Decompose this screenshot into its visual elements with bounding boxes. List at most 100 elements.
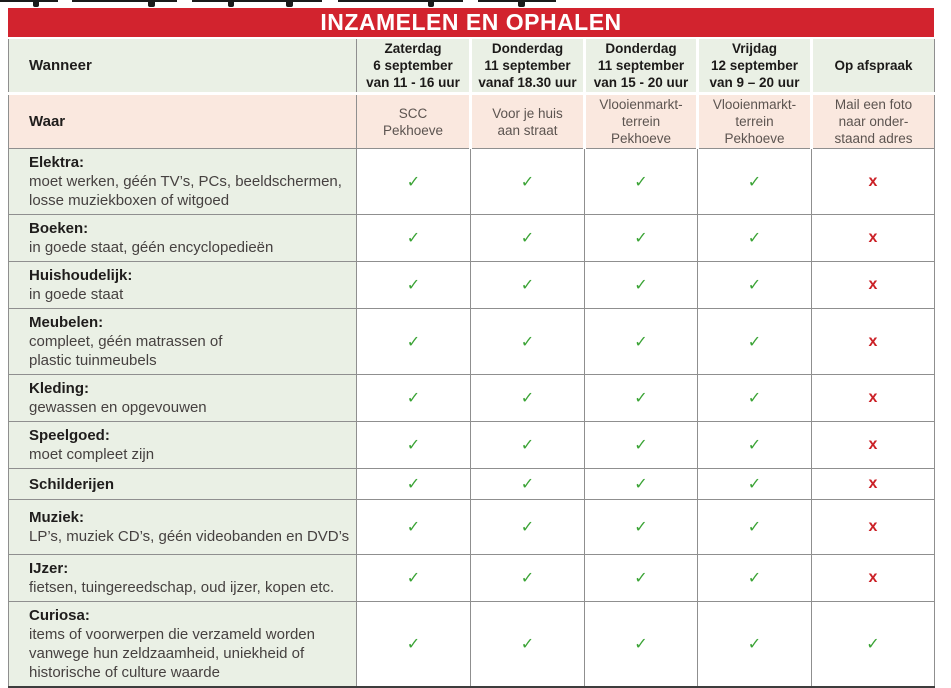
category-cell: Muziek: LP’s, muziek CD’s, géén videoband… (8, 499, 357, 555)
category-cell: Schilderijen (8, 468, 357, 500)
category-title: Kleding: (29, 380, 89, 397)
availability-mark: ✓ (584, 214, 698, 262)
table-row-meubelen: Meubelen: compleet, géén matrassen of pla… (8, 308, 935, 375)
availability-mark: ✓ (697, 148, 812, 215)
availability-mark: ✓ (356, 468, 471, 500)
category-desc: fietsen, tuingereedschap, oud ijzer, kop… (29, 579, 335, 596)
availability-mark: ✓ (470, 468, 585, 500)
category-title: Elektra: (29, 154, 85, 171)
category-title: Boeken: (29, 220, 89, 237)
category-cell: Elektra: moet werken, géén TV’s, PCs, bee… (8, 148, 357, 215)
availability-mark: ✓ (470, 601, 585, 688)
wanneer-row: Wanneer Zaterdag 6 september van 11 - 16… (8, 39, 935, 95)
availability-mark: ✓ (356, 499, 471, 555)
availability-mark: ✓ (356, 601, 471, 688)
table-row-kleding: Kleding: gewassen en opgevouwen ✓ ✓ ✓ ✓ x (8, 374, 935, 422)
location-fleamarket-1: Vlooienmarkt- terrein Pekhoeve (584, 93, 699, 149)
availability-mark: ✓ (356, 374, 471, 422)
category-title: Curiosa: (29, 607, 90, 624)
availability-mark: ✓ (697, 554, 812, 602)
category-cell: Boeken: in goede staat, géén encyclopedie… (8, 214, 357, 262)
category-desc: in goede staat (29, 286, 124, 303)
availability-mark: ✓ (584, 421, 698, 469)
availability-mark: ✓ (584, 308, 698, 375)
location-street: Voor je huis aan straat (470, 93, 586, 149)
waar-row: Waar SCC Pekhoeve Voor je huis aan straa… (8, 93, 935, 149)
category-desc: moet werken, géén TV’s, PCs, beeldscherm… (29, 173, 342, 209)
category-cell: Huishoudelijk: in goede staat (8, 261, 357, 309)
date-header-appointment: Op afspraak (811, 39, 935, 95)
availability-mark: ✓ (356, 308, 471, 375)
collection-schedule-table: Wanneer Zaterdag 6 september van 11 - 16… (8, 39, 935, 688)
availability-mark: ✓ (697, 214, 812, 262)
category-title: Speelgoed: (29, 427, 110, 444)
availability-mark: ✓ (470, 261, 585, 309)
category-cell: Speelgoed: moet compleet zijn (8, 421, 357, 469)
availability-mark: ✓ (584, 554, 698, 602)
table-row-ijzer: IJzer: fietsen, tuingereedschap, oud ijze… (8, 554, 935, 602)
category-title: Huishoudelijk: (29, 267, 133, 284)
availability-mark: ✓ (697, 468, 812, 500)
category-cell: IJzer: fietsen, tuingereedschap, oud ijze… (8, 554, 357, 602)
location-mail-photo: Mail een foto naar onder- staand adres (811, 93, 935, 149)
availability-mark: ✓ (470, 374, 585, 422)
date-header-friday: Vrijdag 12 september van 9 – 20 uur (697, 39, 813, 95)
availability-mark: x (811, 421, 935, 469)
availability-mark: ✓ (811, 601, 935, 688)
table-row-boeken: Boeken: in goede staat, géén encyclopedie… (8, 214, 935, 262)
category-title: Schilderijen (29, 475, 115, 493)
table-row-schilderijen: Schilderijen ✓ ✓ ✓ ✓ x (8, 468, 935, 500)
category-desc: LP’s, muziek CD’s, géén videobanden en D… (29, 528, 350, 545)
category-desc: compleet, géén matrassen of plastic tuin… (29, 333, 223, 369)
waar-label: Waar (8, 93, 357, 149)
availability-mark: ✓ (584, 499, 698, 555)
availability-mark: ✓ (356, 148, 471, 215)
category-desc: moet compleet zijn (29, 446, 155, 463)
table-row-speelgoed: Speelgoed: moet compleet zijn ✓ ✓ ✓ ✓ x (8, 421, 935, 469)
availability-mark: ✓ (584, 601, 698, 688)
clipped-text-fragment (0, 0, 556, 7)
table-row-curiosa: Curiosa: items of voorwerpen die verzamel… (8, 601, 935, 688)
category-title: Meubelen: (29, 314, 104, 331)
availability-mark: ✓ (584, 374, 698, 422)
category-title: IJzer: (29, 560, 69, 577)
category-desc: in goede staat, géén encyclopedieën (29, 239, 274, 256)
availability-mark: ✓ (356, 261, 471, 309)
availability-mark: ✓ (697, 261, 812, 309)
category-title: Muziek: (29, 509, 85, 526)
availability-mark: ✓ (470, 214, 585, 262)
availability-mark: ✓ (470, 148, 585, 215)
table-row-huishoudelijk: Huishoudelijk: in goede staat ✓ ✓ ✓ ✓ x (8, 261, 935, 309)
wanneer-label: Wanneer (8, 39, 357, 95)
category-desc: gewassen en opgevouwen (29, 399, 207, 416)
availability-mark: x (811, 374, 935, 422)
category-cell: Curiosa: items of voorwerpen die verzamel… (8, 601, 357, 688)
availability-mark: x (811, 499, 935, 555)
location-fleamarket-2: Vlooienmarkt- terrein Pekhoeve (697, 93, 813, 149)
page-title-banner: INZAMELEN EN OPHALEN (8, 8, 934, 37)
availability-mark: ✓ (470, 421, 585, 469)
availability-mark: ✓ (697, 499, 812, 555)
availability-mark: ✓ (697, 421, 812, 469)
location-scc-pekhoeve: SCC Pekhoeve (356, 93, 472, 149)
availability-mark: x (811, 148, 935, 215)
availability-mark: x (811, 554, 935, 602)
availability-mark: ✓ (697, 374, 812, 422)
page-title: INZAMELEN EN OPHALEN (320, 9, 622, 35)
date-header-thursday: Donderdag 11 september van 15 - 20 uur (584, 39, 699, 95)
availability-mark: ✓ (584, 261, 698, 309)
category-cell: Kleding: gewassen en opgevouwen (8, 374, 357, 422)
table-row-elektra: Elektra: moet werken, géén TV’s, PCs, bee… (8, 148, 935, 215)
availability-mark: x (811, 214, 935, 262)
table-row-muziek: Muziek: LP’s, muziek CD’s, géén videoband… (8, 499, 935, 555)
availability-mark: ✓ (356, 554, 471, 602)
category-desc: items of voorwerpen die verzameld worden… (29, 626, 315, 681)
category-cell: Meubelen: compleet, géén matrassen of pla… (8, 308, 357, 375)
availability-mark: x (811, 308, 935, 375)
availability-mark: ✓ (584, 468, 698, 500)
availability-mark: ✓ (470, 554, 585, 602)
date-header-saturday: Zaterdag 6 september van 11 - 16 uur (356, 39, 472, 95)
availability-mark: ✓ (470, 499, 585, 555)
availability-mark: ✓ (697, 601, 812, 688)
availability-mark: ✓ (697, 308, 812, 375)
